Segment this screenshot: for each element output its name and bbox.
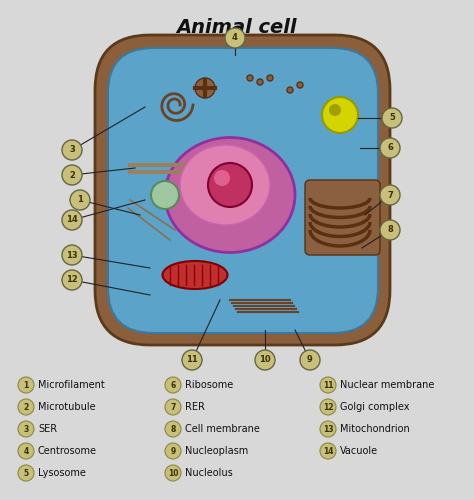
Circle shape <box>18 421 34 437</box>
Circle shape <box>62 270 82 290</box>
Circle shape <box>300 350 320 370</box>
Circle shape <box>62 210 82 230</box>
Text: Microfilament: Microfilament <box>38 380 105 390</box>
Text: 11: 11 <box>186 356 198 364</box>
Circle shape <box>18 443 34 459</box>
Text: 4: 4 <box>232 34 238 42</box>
Circle shape <box>165 421 181 437</box>
Circle shape <box>165 465 181 481</box>
Circle shape <box>225 28 245 48</box>
Text: Centrosome: Centrosome <box>38 446 97 456</box>
Text: RER: RER <box>185 402 205 412</box>
Text: Mitochondrion: Mitochondrion <box>340 424 410 434</box>
Text: 3: 3 <box>23 424 28 434</box>
Ellipse shape <box>163 261 228 289</box>
Text: Ribosome: Ribosome <box>185 380 233 390</box>
Circle shape <box>151 181 179 209</box>
Circle shape <box>62 245 82 265</box>
Text: 5: 5 <box>23 468 28 477</box>
Text: 8: 8 <box>170 424 176 434</box>
Text: SER: SER <box>38 424 57 434</box>
Circle shape <box>287 87 293 93</box>
Circle shape <box>380 138 400 158</box>
Text: 12: 12 <box>66 276 78 284</box>
Circle shape <box>165 377 181 393</box>
Circle shape <box>257 79 263 85</box>
Text: 11: 11 <box>323 380 333 390</box>
Text: 4: 4 <box>23 446 28 456</box>
Text: 7: 7 <box>170 402 176 411</box>
Text: 7: 7 <box>387 190 393 200</box>
Text: Lysosome: Lysosome <box>38 468 86 478</box>
Circle shape <box>320 399 336 415</box>
Circle shape <box>18 377 34 393</box>
Text: 13: 13 <box>66 250 78 260</box>
Circle shape <box>329 104 341 116</box>
FancyBboxPatch shape <box>305 180 380 255</box>
Circle shape <box>320 421 336 437</box>
Circle shape <box>70 190 90 210</box>
Circle shape <box>267 75 273 81</box>
Circle shape <box>182 350 202 370</box>
Circle shape <box>62 165 82 185</box>
Circle shape <box>208 163 252 207</box>
Circle shape <box>297 82 303 88</box>
Circle shape <box>195 78 215 98</box>
Text: 9: 9 <box>307 356 313 364</box>
Text: 2: 2 <box>23 402 28 411</box>
Circle shape <box>255 350 275 370</box>
Text: 2: 2 <box>69 170 75 179</box>
Ellipse shape <box>165 138 295 252</box>
Circle shape <box>380 185 400 205</box>
Text: Animal cell: Animal cell <box>177 18 297 37</box>
Circle shape <box>320 443 336 459</box>
Text: Microtubule: Microtubule <box>38 402 96 412</box>
Text: 12: 12 <box>323 402 333 411</box>
Text: 13: 13 <box>323 424 333 434</box>
Text: 6: 6 <box>387 144 393 152</box>
Text: 6: 6 <box>170 380 176 390</box>
Text: 9: 9 <box>170 446 176 456</box>
FancyBboxPatch shape <box>95 35 390 345</box>
Circle shape <box>247 75 253 81</box>
Circle shape <box>320 377 336 393</box>
Ellipse shape <box>180 145 270 225</box>
Text: 14: 14 <box>323 446 333 456</box>
Text: 14: 14 <box>66 216 78 224</box>
Text: Nuclear membrane: Nuclear membrane <box>340 380 434 390</box>
Text: Nucleoplasm: Nucleoplasm <box>185 446 248 456</box>
Circle shape <box>165 443 181 459</box>
Circle shape <box>18 399 34 415</box>
Circle shape <box>62 140 82 160</box>
Text: Vacuole: Vacuole <box>340 446 378 456</box>
Text: Golgi complex: Golgi complex <box>340 402 410 412</box>
Circle shape <box>382 108 402 128</box>
Text: 1: 1 <box>23 380 28 390</box>
Circle shape <box>214 170 230 186</box>
FancyBboxPatch shape <box>108 48 378 333</box>
Text: 5: 5 <box>389 114 395 122</box>
Text: Nucleolus: Nucleolus <box>185 468 233 478</box>
Text: 1: 1 <box>77 196 83 204</box>
Text: 10: 10 <box>259 356 271 364</box>
Text: 8: 8 <box>387 226 393 234</box>
Circle shape <box>322 97 358 133</box>
Text: 10: 10 <box>168 468 178 477</box>
Circle shape <box>18 465 34 481</box>
Text: Cell membrane: Cell membrane <box>185 424 260 434</box>
Text: 3: 3 <box>69 146 75 154</box>
Circle shape <box>380 220 400 240</box>
Circle shape <box>165 399 181 415</box>
